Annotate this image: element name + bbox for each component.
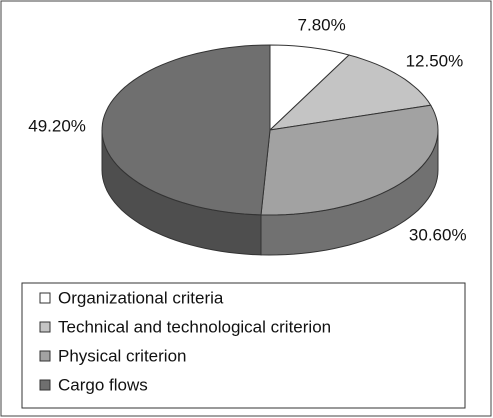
data-label: 49.20% — [28, 117, 86, 136]
legend-swatch — [39, 350, 51, 362]
legend-swatch — [39, 379, 51, 391]
legend-box — [21, 282, 466, 409]
legend-label: Technical and technological criterion — [58, 317, 331, 336]
slice — [260, 104, 439, 216]
legend-swatch — [39, 321, 51, 333]
data-label: 30.60% — [409, 225, 467, 244]
data-label: 7.80% — [298, 16, 346, 35]
legend-label: Physical criterion — [58, 346, 187, 365]
legend-label: Organizational criteria — [58, 288, 224, 307]
data-label: 12.50% — [406, 51, 464, 70]
legend-swatch — [39, 292, 51, 304]
slice — [101, 44, 271, 216]
legend-label: Cargo flows — [58, 375, 148, 394]
slice — [269, 44, 350, 132]
